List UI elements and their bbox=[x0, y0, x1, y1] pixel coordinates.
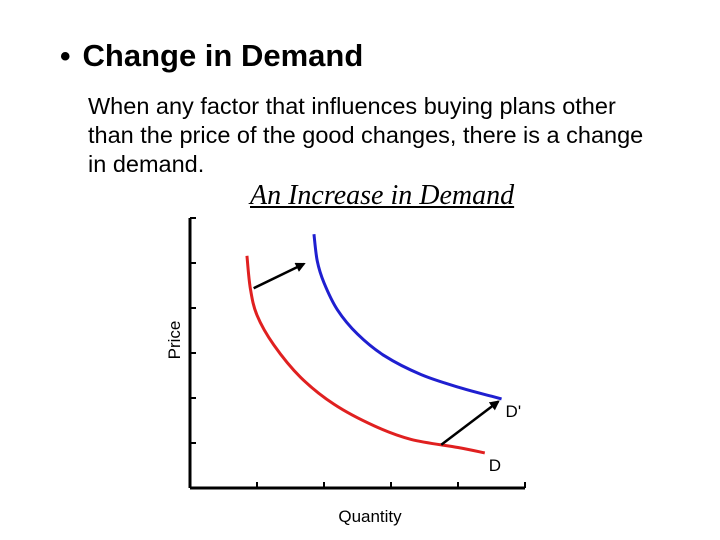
demand-curve-d bbox=[245, 255, 486, 455]
bullet-marker: • bbox=[60, 40, 71, 73]
shift-arrow bbox=[440, 400, 500, 446]
x-axis-label: Quantity bbox=[338, 507, 402, 526]
title-row: • Change in Demand bbox=[60, 38, 363, 74]
series-layer bbox=[245, 234, 502, 455]
demand-curve-d-prime bbox=[312, 234, 502, 401]
slide-heading: Change in Demand bbox=[82, 38, 364, 73]
series-label-d-prime: D' bbox=[506, 402, 522, 421]
chart-axes bbox=[188, 217, 526, 490]
shift-arrows bbox=[253, 262, 500, 446]
slide-body-text: When any factor that influences buying p… bbox=[88, 93, 644, 177]
series-label-d: D bbox=[489, 456, 501, 475]
chart-title: An Increase in Demand bbox=[250, 180, 515, 211]
series-labels: D D' bbox=[489, 402, 521, 475]
shift-arrow bbox=[253, 262, 306, 290]
y-axis-label: Price bbox=[165, 321, 184, 360]
